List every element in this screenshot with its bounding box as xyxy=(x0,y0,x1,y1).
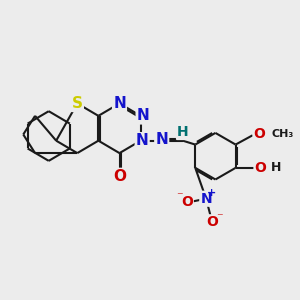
Text: S: S xyxy=(72,96,83,111)
Text: CH₃: CH₃ xyxy=(272,129,294,139)
Text: N: N xyxy=(137,108,149,123)
Text: ⁻: ⁻ xyxy=(216,211,223,224)
Text: N: N xyxy=(200,192,212,206)
Text: O: O xyxy=(113,169,126,184)
Text: ⁻: ⁻ xyxy=(176,190,183,203)
Text: +: + xyxy=(207,188,216,198)
Text: H: H xyxy=(177,125,189,139)
Text: N: N xyxy=(136,133,148,148)
Text: N: N xyxy=(155,132,168,147)
Text: O: O xyxy=(206,215,218,229)
Text: N: N xyxy=(113,96,126,111)
Text: H: H xyxy=(271,161,282,174)
Text: O: O xyxy=(254,127,266,141)
Text: O: O xyxy=(181,195,193,209)
Text: O: O xyxy=(254,161,266,175)
